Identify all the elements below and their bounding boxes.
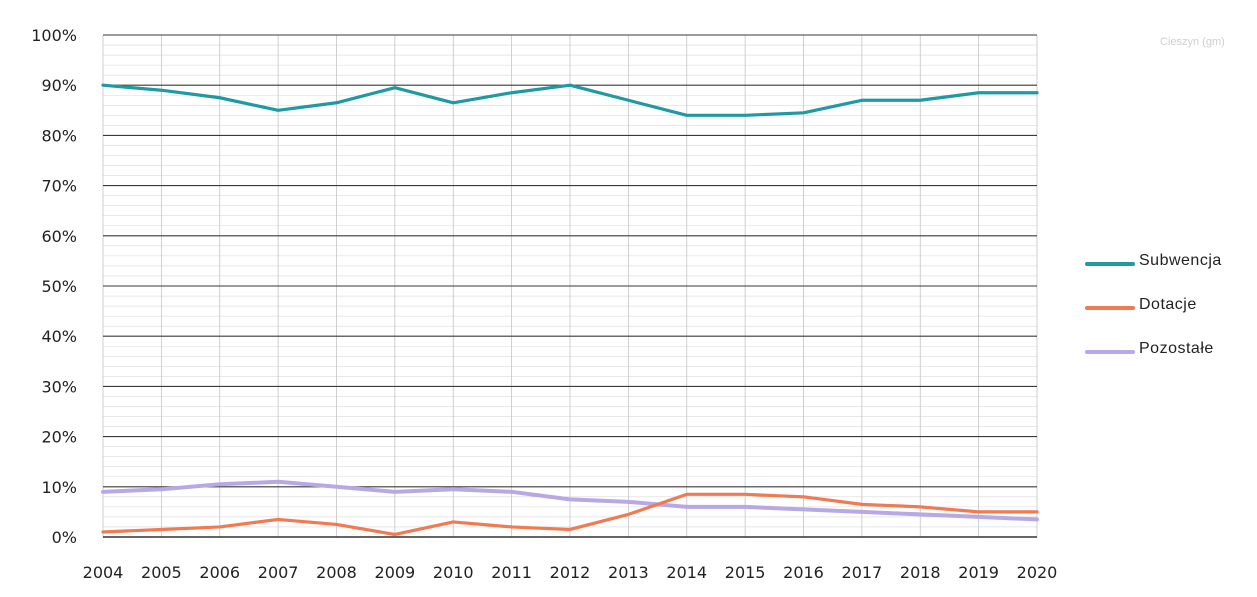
y-tick-label: 100% [31, 26, 77, 45]
x-tick-label: 2019 [958, 563, 999, 582]
y-tick-label: 70% [41, 177, 77, 196]
y-tick-label: 60% [41, 227, 77, 246]
y-tick-label: 20% [41, 428, 77, 447]
legend-swatch-dotacje [1085, 306, 1135, 310]
y-tick-label: 30% [41, 377, 77, 396]
legend-label-dotacje: Dotacje [1139, 296, 1197, 314]
y-axis-ticks: 0% 10% 20% 30% 40% 50% 60% 70% 80% 90% 100% [31, 26, 77, 547]
x-tick-label: 2015 [725, 563, 766, 582]
x-tick-label: 2018 [900, 563, 941, 582]
legend-label-pozostale: Pozostałe [1139, 340, 1214, 358]
x-axis-ticks: 2004 2005 2006 2007 2008 2009 2010 2011 2012 2013… [83, 563, 1058, 582]
legend-swatch-pozostale [1085, 350, 1135, 354]
x-tick-label: 2008 [316, 563, 357, 582]
x-tick-label: 2013 [608, 563, 649, 582]
x-tick-label: 2011 [491, 563, 532, 582]
x-tick-label: 2010 [433, 563, 474, 582]
x-tick-label: 2006 [199, 563, 240, 582]
x-tick-label: 2014 [666, 563, 707, 582]
y-tick-label: 80% [41, 126, 77, 145]
x-tick-label: 2016 [783, 563, 824, 582]
y-tick-label: 90% [41, 76, 77, 95]
x-tick-label: 2020 [1017, 563, 1058, 582]
x-tick-label: 2005 [141, 563, 182, 582]
x-tick-label: 2017 [842, 563, 883, 582]
y-tick-label: 40% [41, 327, 77, 346]
x-tick-label: 2012 [550, 563, 591, 582]
page-note: Cieszyn (gm) [1160, 36, 1225, 48]
legend-swatch-subwencja [1085, 262, 1135, 266]
x-tick-label: 2007 [258, 563, 299, 582]
x-tick-label: 2004 [83, 563, 124, 582]
x-tick-label: 2009 [375, 563, 416, 582]
grid [103, 35, 1037, 537]
y-tick-label: 0% [52, 528, 77, 547]
y-tick-label: 50% [41, 277, 77, 296]
legend-label-subwencja: Subwencja [1139, 252, 1222, 270]
y-tick-label: 10% [41, 478, 77, 497]
